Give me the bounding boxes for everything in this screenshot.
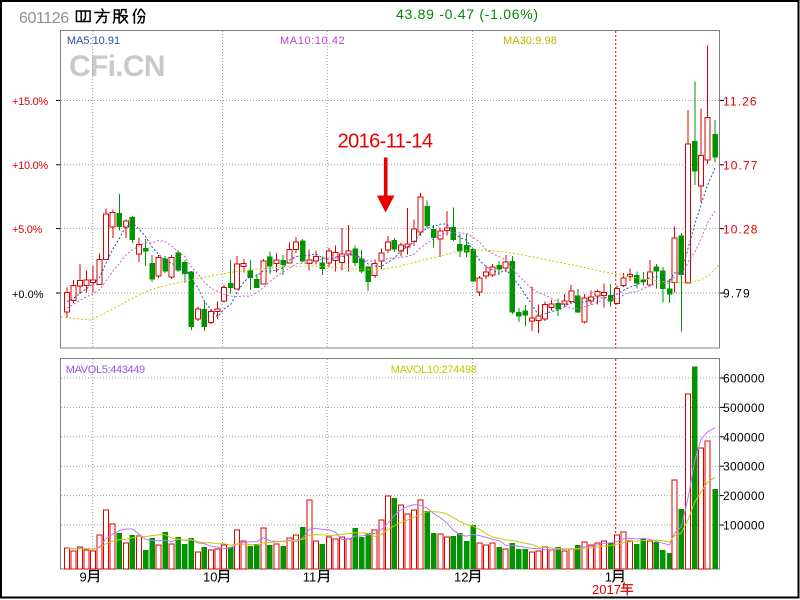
svg-text:10.28: 10.28 [723,223,759,237]
svg-text:+10.0%: +10.0% [12,160,48,172]
svg-text:12: 12 [454,570,468,585]
svg-text:MA10:10.42: MA10:10.42 [280,35,345,47]
svg-text:+0.0%: +0.0% [12,289,44,301]
svg-text:+15.0%: +15.0% [12,96,48,108]
svg-text:1: 1 [605,570,612,585]
svg-text:9.79: 9.79 [723,287,751,301]
svg-text:43.89 -0.47 (-1.06%): 43.89 -0.47 (-1.06%) [396,6,539,22]
svg-text:10.77: 10.77 [723,159,759,173]
svg-text:400000: 400000 [723,430,765,444]
svg-text:300000: 300000 [723,460,765,474]
svg-text:MA30:9.98: MA30:9.98 [503,35,557,47]
svg-text:500000: 500000 [723,401,765,415]
svg-text:601126: 601126 [19,10,69,27]
svg-text:2017: 2017 [592,582,621,597]
svg-text:CFi.CN: CFi.CN [69,50,165,83]
svg-text:11.26: 11.26 [723,95,758,109]
svg-text:+5.0%: +5.0% [12,224,43,236]
svg-text:MAVOL5:443449: MAVOL5:443449 [66,364,145,376]
svg-text:MAVOL10:274498: MAVOL10:274498 [391,364,477,376]
svg-text:600000: 600000 [723,372,765,386]
svg-text:11: 11 [303,570,317,585]
svg-text:100000: 100000 [723,519,765,533]
svg-text:200000: 200000 [723,489,765,503]
svg-text:2016-11-14: 2016-11-14 [338,131,433,153]
svg-text:MA5:10.91: MA5:10.91 [67,35,120,47]
svg-text:10: 10 [203,570,217,585]
svg-text:9: 9 [80,570,87,585]
